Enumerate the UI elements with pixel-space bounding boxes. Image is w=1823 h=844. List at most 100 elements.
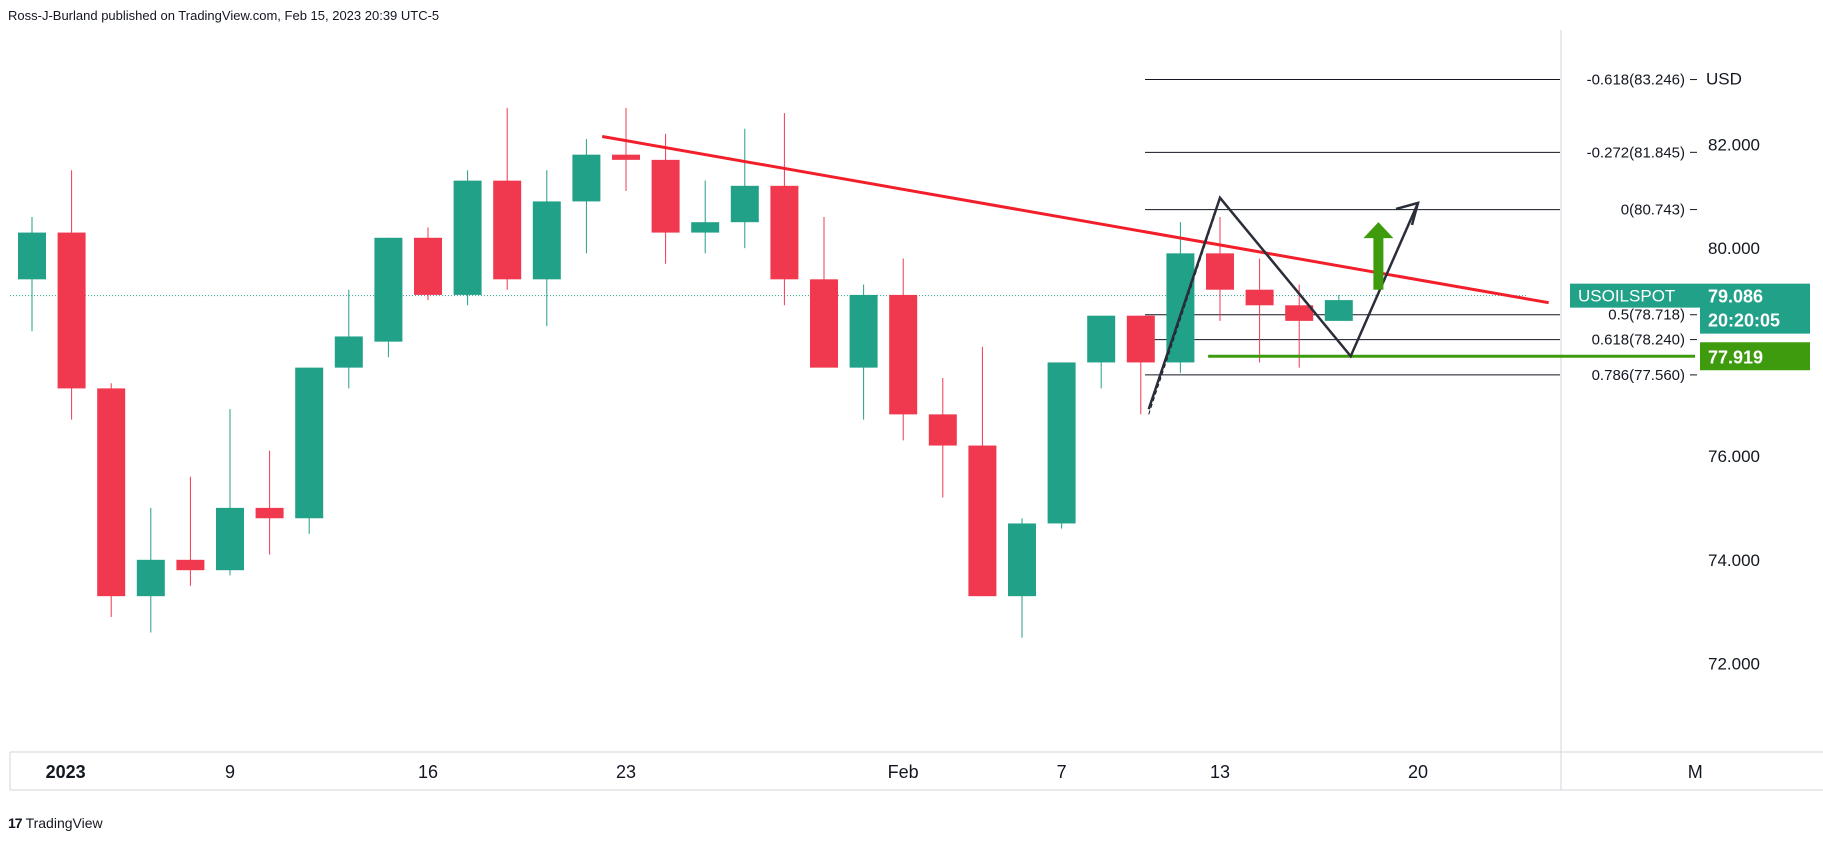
candle-body [928, 414, 957, 446]
candle-body [1324, 300, 1353, 321]
candle-body [176, 559, 205, 571]
price-tick-label: 72.000 [1708, 655, 1760, 674]
candle-body [255, 507, 284, 519]
candle-body [493, 180, 522, 280]
price-tick-label: 76.000 [1708, 447, 1760, 466]
price-tick-label: 74.000 [1708, 551, 1760, 570]
support-price-tag[interactable] [1700, 342, 1810, 371]
time-axis: 2023 9 16 23 Feb 7 13 20 M [46, 762, 1703, 782]
candle[interactable] [1126, 315, 1155, 415]
candle[interactable] [255, 450, 284, 555]
candle[interactable] [1047, 362, 1076, 529]
drawing-overlays [601, 135, 1695, 415]
candle[interactable] [889, 258, 918, 441]
candle[interactable] [651, 133, 680, 264]
candle[interactable] [57, 170, 86, 420]
candle-body [532, 201, 561, 280]
candle[interactable] [1087, 315, 1116, 389]
candle-body [18, 232, 46, 280]
candle-body [57, 232, 86, 389]
candles [18, 107, 1353, 638]
candle-body [612, 154, 640, 160]
candle[interactable] [810, 216, 838, 368]
candle[interactable] [849, 284, 878, 420]
candle[interactable] [572, 139, 601, 254]
candle-body [414, 237, 442, 295]
candle-body [1126, 315, 1155, 363]
time-tick-label: 16 [418, 762, 438, 782]
fib-level-label: 0.5(78.718) [1608, 307, 1685, 324]
candle[interactable] [691, 180, 720, 254]
candle[interactable] [334, 289, 363, 389]
fibonacci-levels: -0.618(83.246) -0.272(81.845) 0(80.743) 0.5… [1145, 72, 1697, 384]
candle[interactable] [414, 227, 442, 301]
price-tick-label: 82.000 [1708, 135, 1760, 154]
candle-body [849, 294, 878, 368]
candle[interactable] [532, 170, 561, 327]
candle[interactable] [374, 237, 403, 358]
candle-body [1047, 362, 1076, 524]
candle[interactable] [770, 113, 799, 306]
candle-body [691, 222, 720, 233]
fib-level-label: 0.786(77.560) [1592, 367, 1685, 384]
candle-body [651, 159, 680, 233]
candle[interactable] [1008, 518, 1036, 638]
resistance-trendline[interactable] [601, 135, 1549, 305]
chart-frame [9, 30, 1823, 791]
candle[interactable] [176, 476, 205, 586]
candle-body [1087, 315, 1116, 363]
symbol-tag[interactable] [1570, 283, 1700, 308]
time-tick-label: 23 [616, 762, 636, 782]
candle[interactable] [97, 383, 126, 617]
candle[interactable] [1324, 294, 1353, 321]
last-price-value: 79.086 [1708, 287, 1763, 307]
projection-path[interactable] [1147, 195, 1420, 410]
candle[interactable] [730, 128, 759, 249]
candle-body [770, 185, 799, 280]
candle-body [453, 180, 482, 295]
candle[interactable] [216, 409, 244, 576]
candle[interactable] [968, 346, 997, 597]
fib-level-label: -0.272(81.845) [1587, 144, 1685, 161]
time-tick-label: 7 [1057, 762, 1067, 782]
last-price-tag[interactable] [1700, 283, 1810, 334]
publisher-caption: Ross-J-Burland published on TradingView.… [8, 8, 440, 23]
tradingview-branding[interactable]: 17 TradingView [8, 815, 103, 831]
candle-body [810, 279, 838, 368]
time-tick-label: 13 [1210, 762, 1230, 782]
candle[interactable] [295, 367, 324, 534]
tradingview-logo-icon: 17 [8, 815, 23, 831]
candle-body [97, 388, 126, 597]
candle-body [572, 154, 601, 202]
candle-body [1008, 523, 1036, 597]
bar-countdown: 20:20:05 [1708, 311, 1780, 331]
candle[interactable] [136, 507, 165, 633]
bullish-arrow-shaft[interactable] [1373, 236, 1384, 290]
candle[interactable] [493, 107, 522, 290]
candle[interactable] [1166, 222, 1195, 373]
candle-body [889, 294, 918, 415]
candle-body [1245, 289, 1274, 306]
time-tick-label: Feb [888, 762, 919, 782]
fib-level-label: -0.618(83.246) [1587, 72, 1685, 89]
candle[interactable] [1285, 284, 1314, 368]
fib-level-label: 0.618(78.240) [1592, 332, 1685, 349]
bullish-arrow-icon [1363, 222, 1394, 239]
candle-body [374, 237, 403, 342]
candle-body [1285, 305, 1314, 321]
time-tick-label: 9 [225, 762, 235, 782]
candle[interactable] [18, 216, 46, 332]
candle-body [136, 559, 165, 597]
candle[interactable] [1245, 258, 1274, 363]
price-tick-label: 80.000 [1708, 239, 1760, 258]
candle[interactable] [928, 378, 957, 498]
time-tick-label: M [1688, 762, 1703, 782]
time-tick-label: 20 [1408, 762, 1428, 782]
candle[interactable] [612, 107, 640, 192]
candle[interactable] [1206, 216, 1234, 321]
fib-level-label: 0(80.743) [1621, 202, 1685, 219]
price-axis: USD82.00080.00078.00076.00074.00072.000U… [1570, 70, 1810, 674]
symbol-label: USOILSPOT [1578, 287, 1675, 306]
candle[interactable] [453, 170, 482, 306]
